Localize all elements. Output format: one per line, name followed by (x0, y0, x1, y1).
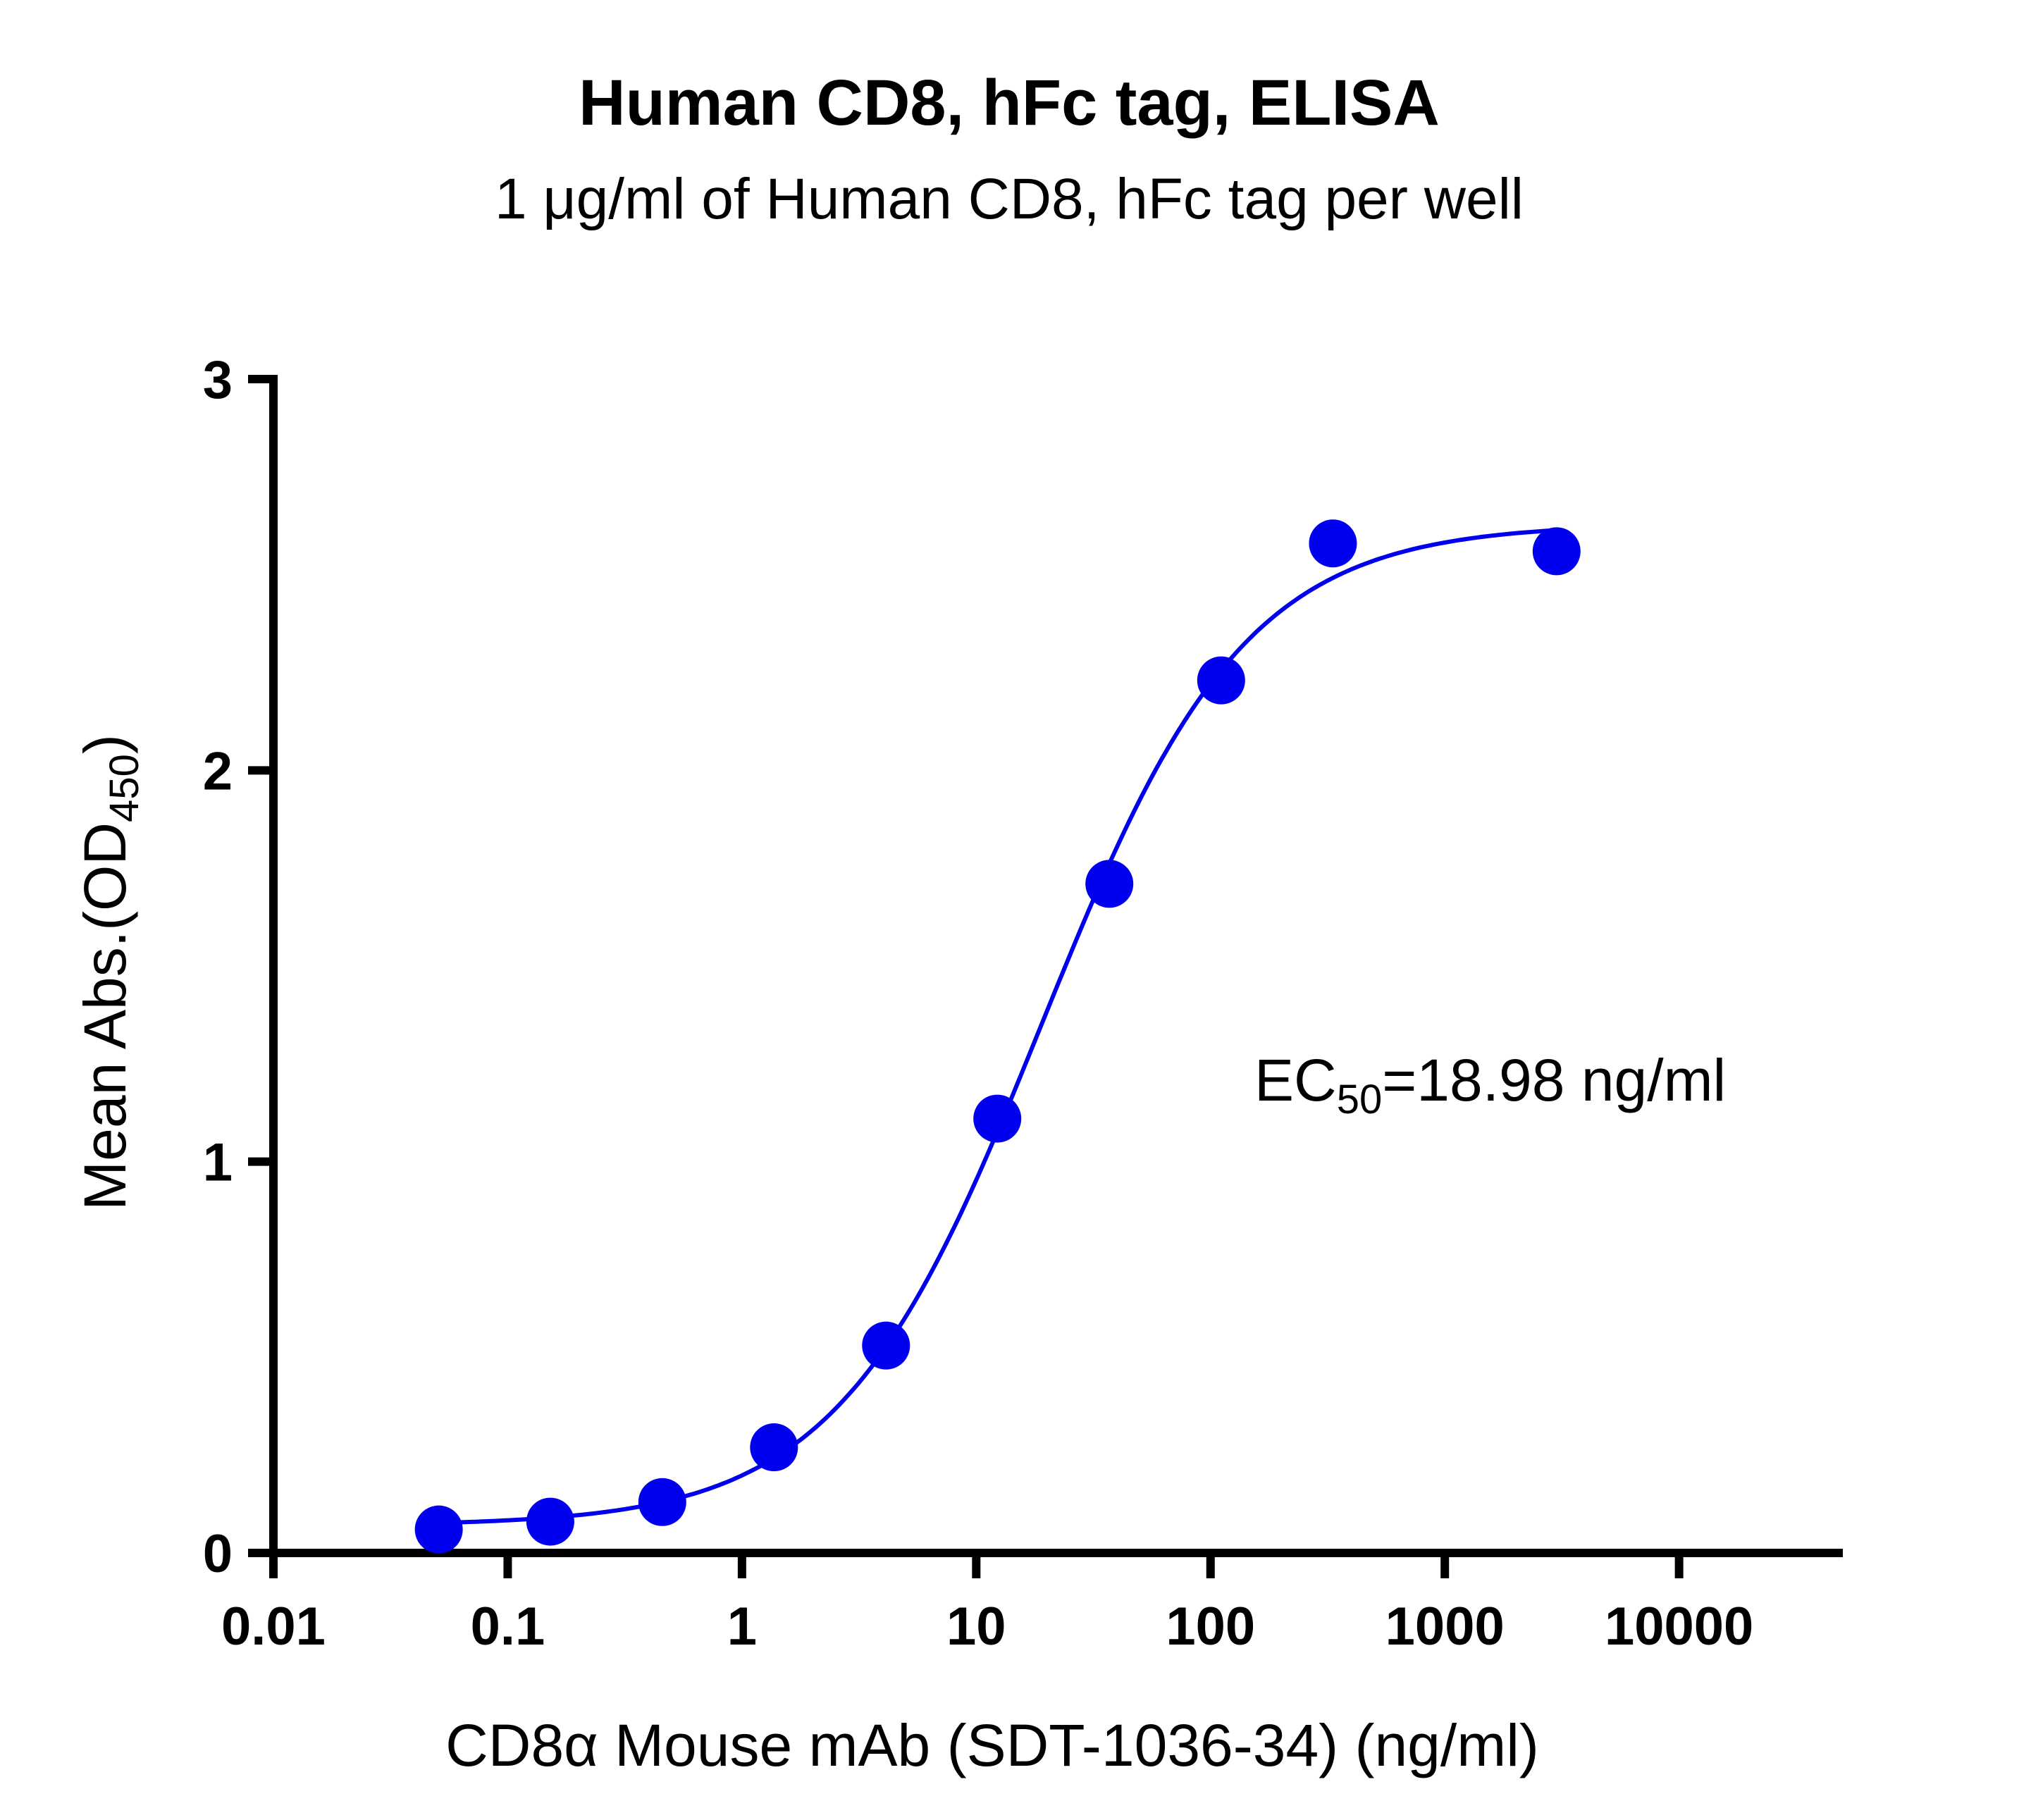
data-point (638, 1478, 686, 1526)
data-point (1197, 656, 1245, 705)
x-tick-label: 0.01 (221, 1597, 326, 1657)
fit-curve (438, 528, 1557, 1525)
y-axis-label-end: ) (72, 734, 138, 754)
chart-subtitle: 1 μg/ml of Human CD8, hFc tag per well (495, 167, 1524, 231)
y-axis-label-main: Mean Abs.(OD (72, 822, 138, 1211)
ec50-annotation-sub: 50 (1337, 1077, 1383, 1122)
x-tick-label: 100 (1166, 1597, 1255, 1657)
fit-curve-layer (438, 528, 1557, 1525)
y-tick-label: 3 (203, 350, 233, 410)
x-tick-label: 10000 (1605, 1597, 1753, 1657)
ec50-annotation: EC50=18.98 ng/ml (1254, 1047, 1726, 1122)
x-tick-label: 1 (727, 1597, 757, 1657)
data-point (862, 1321, 910, 1370)
y-tick-label: 0 (203, 1524, 233, 1584)
x-tick-label: 10 (946, 1597, 1006, 1657)
x-tick-label: 1000 (1385, 1597, 1505, 1657)
data-point (1085, 860, 1134, 908)
ec50-annotation-end: =18.98 ng/ml (1382, 1047, 1726, 1113)
data-point (1309, 519, 1357, 568)
ec50-annotation-main: EC (1254, 1047, 1337, 1113)
y-tick-label: 2 (203, 741, 233, 801)
axes (269, 375, 1843, 1557)
data-point (750, 1423, 798, 1472)
data-points (414, 519, 1581, 1554)
chart-title: Human CD8, hFc tag, ELISA (579, 67, 1440, 139)
data-point (414, 1505, 463, 1554)
data-point (1532, 527, 1581, 576)
data-point (973, 1094, 1022, 1143)
x-tick-label: 0.1 (471, 1597, 545, 1657)
y-tick-label: 1 (203, 1133, 233, 1193)
data-point (526, 1497, 574, 1546)
x-axis-label: CD8α Mouse mAb (SDT-1036-34) (ng/ml) (445, 1712, 1539, 1778)
y-axis-label-sub: 450 (101, 754, 147, 822)
ticks: 0 1 2 3 0.01 0.1 1 10 100 1000 10000 (203, 350, 1754, 1657)
y-axis-label: Mean Abs.(OD450) (72, 734, 147, 1211)
